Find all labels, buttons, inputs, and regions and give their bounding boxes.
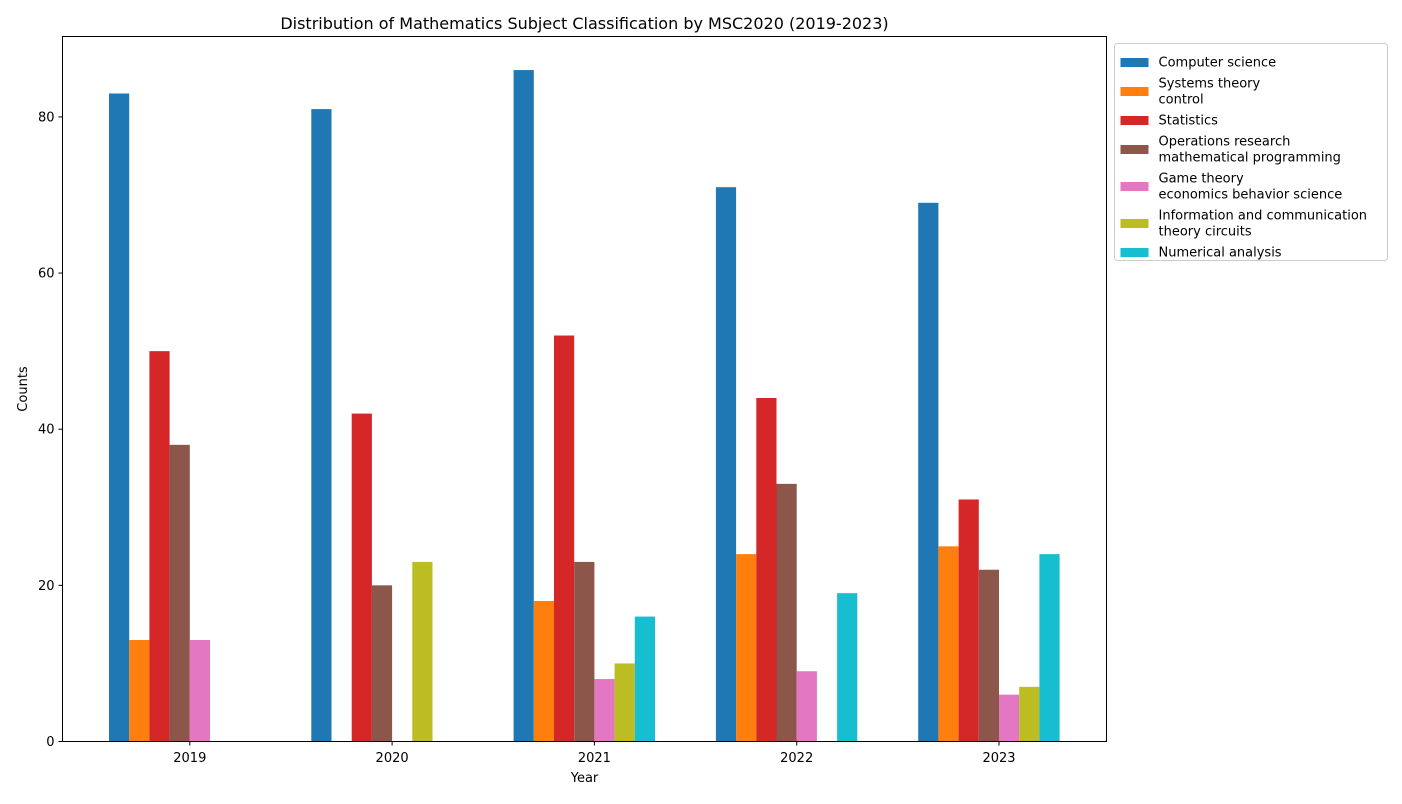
x-axis: 2019 2020 2021 2022 2023 xyxy=(173,741,1016,766)
bar-computer-science-2019 xyxy=(109,93,130,742)
legend-label: mathematical programming xyxy=(1159,151,1341,166)
bar-operations-research-mathematical-programming-2021 xyxy=(574,561,595,742)
bar-systems-theory-control-2019 xyxy=(129,640,150,742)
bar-operations-research-mathematical-programming-2023 xyxy=(978,569,999,742)
bar-numerical-analysis-2023 xyxy=(1039,554,1060,742)
y-axis-label: Counts xyxy=(16,366,31,412)
legend-swatch xyxy=(1120,58,1149,67)
chart-title: Distribution of Mathematics Subject Clas… xyxy=(280,14,888,33)
legend-label: theory circuits xyxy=(1159,225,1252,240)
legend-label: Computer science xyxy=(1159,56,1277,71)
legend-swatch xyxy=(1120,145,1149,154)
legend-swatch xyxy=(1120,87,1149,96)
bar-game-theory-economics-behavior-science-2023 xyxy=(999,694,1020,742)
bar-information-and-communication-theory-circuits-2021 xyxy=(614,663,635,742)
x-tick-label: 2019 xyxy=(173,751,206,766)
x-tick-label: 2020 xyxy=(376,751,409,766)
bar-computer-science-2023 xyxy=(918,202,939,742)
legend-label: economics behavior science xyxy=(1159,188,1343,203)
legend-label: Game theory xyxy=(1159,172,1244,187)
bar-game-theory-economics-behavior-science-2021 xyxy=(594,679,615,742)
y-tick-label: 80 xyxy=(38,110,55,125)
bar-information-and-communication-theory-circuits-2023 xyxy=(1019,686,1040,742)
x-tick-label: 2022 xyxy=(780,751,813,766)
bar-information-and-communication-theory-circuits-2020 xyxy=(412,561,433,742)
y-tick-label: 20 xyxy=(38,579,55,594)
y-axis: 0 20 40 60 80 xyxy=(38,110,63,750)
bars-group xyxy=(109,70,1060,742)
legend-swatch xyxy=(1120,248,1149,257)
bar-systems-theory-control-2023 xyxy=(938,546,959,742)
bar-operations-research-mathematical-programming-2020 xyxy=(371,585,393,742)
bar-statistics-2019 xyxy=(149,351,170,742)
bar-statistics-2020 xyxy=(351,413,372,742)
x-axis-label: Year xyxy=(570,771,599,786)
legend-label: Numerical analysis xyxy=(1159,246,1282,261)
legend-label: Statistics xyxy=(1159,114,1219,129)
bar-operations-research-mathematical-programming-2019 xyxy=(169,444,190,742)
y-tick-label: 0 xyxy=(46,735,54,750)
bar-statistics-2022 xyxy=(756,397,777,742)
bar-numerical-analysis-2022 xyxy=(837,593,858,742)
bar-computer-science-2020 xyxy=(311,109,332,742)
legend-swatch xyxy=(1120,219,1149,228)
bar-systems-theory-control-2022 xyxy=(736,554,757,742)
bar-systems-theory-control-2021 xyxy=(533,600,554,742)
bar-statistics-2023 xyxy=(958,499,979,742)
bar-numerical-analysis-2021 xyxy=(634,616,655,742)
legend-label: Systems theory xyxy=(1159,77,1261,92)
bar-game-theory-economics-behavior-science-2022 xyxy=(796,671,817,742)
legend-label: Information and communication xyxy=(1159,209,1368,224)
y-tick-label: 40 xyxy=(38,423,55,438)
legend-swatch xyxy=(1120,116,1149,125)
plot-area-frame xyxy=(62,36,1107,742)
bar-game-theory-economics-behavior-science-2019 xyxy=(189,640,210,742)
legend-swatch xyxy=(1120,182,1149,191)
legend-label: control xyxy=(1159,93,1204,108)
bar-computer-science-2022 xyxy=(715,187,737,742)
x-tick-label: 2021 xyxy=(578,751,611,766)
y-tick-label: 60 xyxy=(38,267,55,282)
legend-box xyxy=(1114,43,1388,261)
x-tick-label: 2023 xyxy=(982,751,1015,766)
bar-operations-research-mathematical-programming-2022 xyxy=(776,483,797,742)
legend-label: Operations research xyxy=(1159,135,1291,150)
bar-computer-science-2021 xyxy=(513,70,534,742)
bar-statistics-2021 xyxy=(554,335,575,742)
